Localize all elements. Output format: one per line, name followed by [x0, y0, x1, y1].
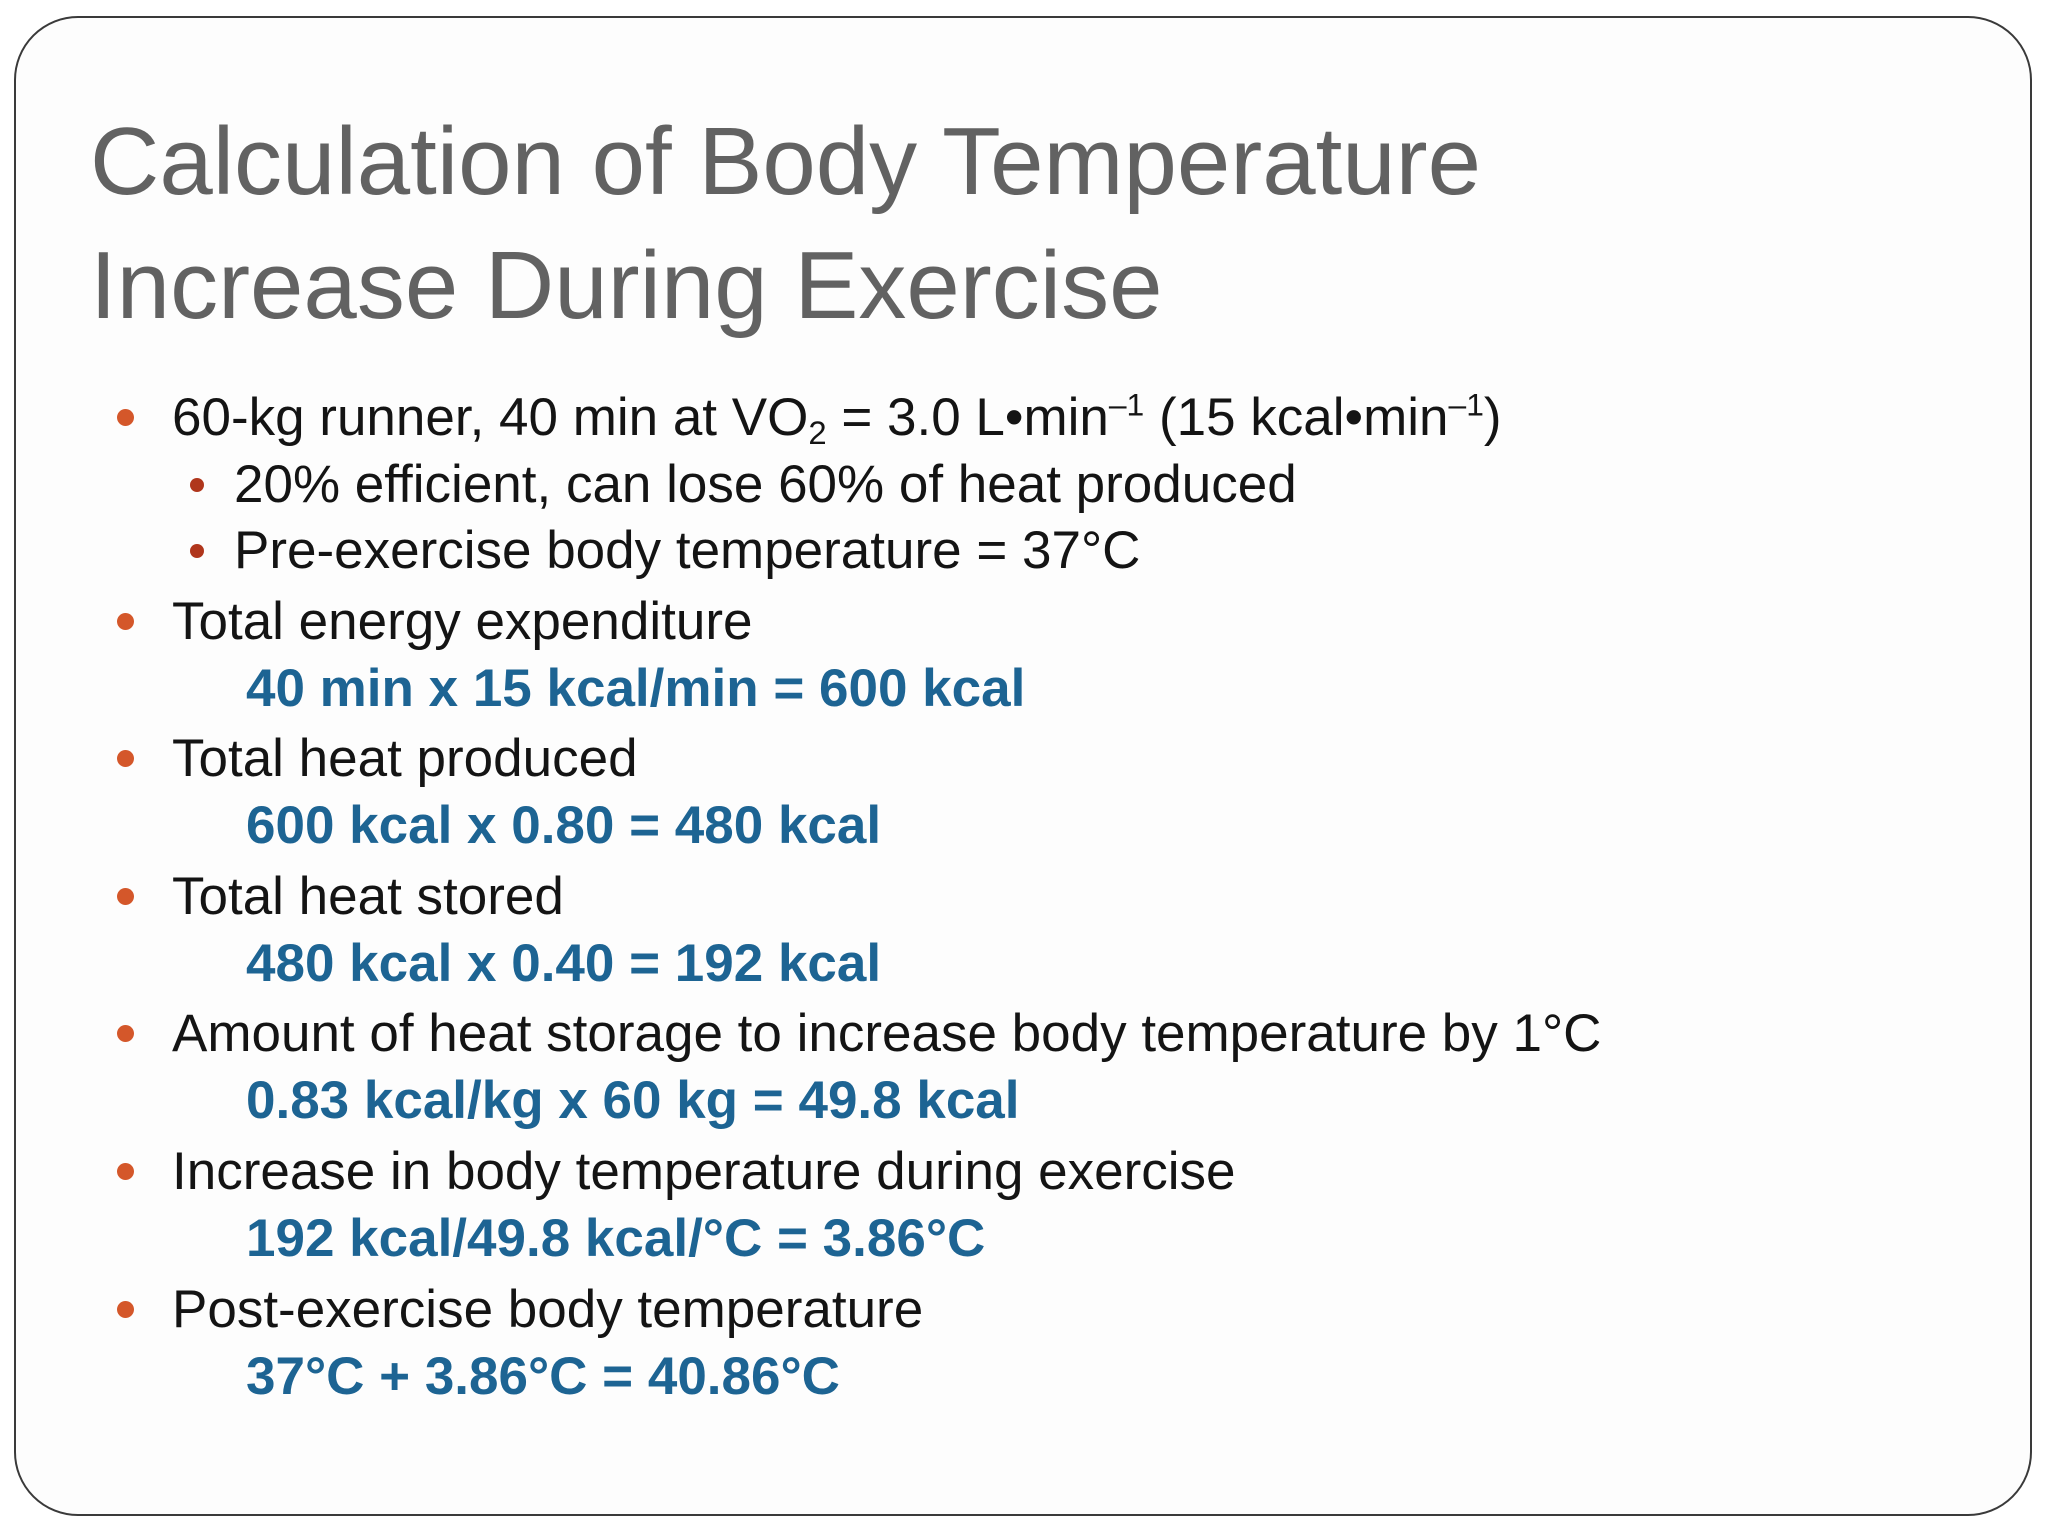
bullet-dot-icon	[190, 544, 204, 558]
bullet-dot-icon	[190, 478, 204, 492]
bullet-dot-icon	[117, 1025, 134, 1042]
intro-subscript: 2	[808, 414, 827, 452]
bullet-dot-icon	[117, 613, 134, 630]
title-line-2: Increase During Exercise	[90, 232, 1163, 339]
step-calculation: 40 min x 15 kcal/min = 600 kcal	[246, 659, 1026, 718]
step-calculation: 480 kcal x 0.40 = 192 kcal	[246, 934, 882, 993]
step-label: Total heat stored	[117, 867, 564, 926]
step-calculation: 600 kcal x 0.80 = 480 kcal	[246, 796, 882, 855]
step-label: Post-exercise body temperature	[117, 1280, 924, 1339]
bullet-dot-icon	[117, 1163, 134, 1180]
bullet-dot-icon	[117, 1301, 134, 1318]
step-label: Total heat produced	[117, 729, 638, 788]
step-calculation: 192 kcal/49.8 kcal/°C = 3.86°C	[246, 1209, 986, 1268]
step-calculation: 37°C + 3.86°C = 40.86°C	[246, 1347, 840, 1406]
intro-text-a: 60-kg runner, 40 min at VO	[172, 388, 809, 447]
intro-superscript-1: –1	[1108, 386, 1145, 423]
bullet-dot-icon	[117, 750, 134, 767]
step-label-text: Total heat stored	[172, 867, 564, 926]
intro-text-b: = 3.0 L•min	[826, 388, 1109, 447]
step-label-text: Amount of heat storage to increase body …	[172, 1004, 1602, 1063]
step-label-text: Total heat produced	[172, 729, 638, 788]
step-label: Increase in body temperature during exer…	[117, 1142, 1236, 1201]
slide-title: Calculation of Body Temperature Increase…	[90, 100, 1481, 348]
intro-bullet: 60-kg runner, 40 min at VO2 = 3.0 L•min–…	[117, 388, 1502, 449]
bullet-dot-icon	[117, 888, 134, 905]
step-label-text: Total energy expenditure	[172, 592, 753, 651]
step-label: Amount of heat storage to increase body …	[117, 1004, 1602, 1063]
step-calculation: 0.83 kcal/kg x 60 kg = 49.8 kcal	[246, 1071, 1020, 1130]
sub-bullet: Pre-exercise body temperature = 37°C	[190, 521, 1141, 580]
intro-text-c: (15 kcal•min	[1144, 388, 1449, 447]
step-label-text: Post-exercise body temperature	[172, 1280, 924, 1339]
intro-text-d: )	[1483, 388, 1502, 447]
sub-bullet-text: 20% efficient, can lose 60% of heat prod…	[234, 455, 1297, 514]
bullet-dot-icon	[117, 409, 134, 426]
title-line-1: Calculation of Body Temperature	[90, 108, 1482, 215]
step-label: Total energy expenditure	[117, 592, 753, 651]
intro-superscript-2: –1	[1448, 386, 1484, 423]
sub-bullet: 20% efficient, can lose 60% of heat prod…	[190, 455, 1297, 514]
step-label-text: Increase in body temperature during exer…	[172, 1142, 1236, 1201]
slide: Calculation of Body Temperature Increase…	[14, 16, 2032, 1516]
sub-bullet-text: Pre-exercise body temperature = 37°C	[234, 521, 1141, 580]
